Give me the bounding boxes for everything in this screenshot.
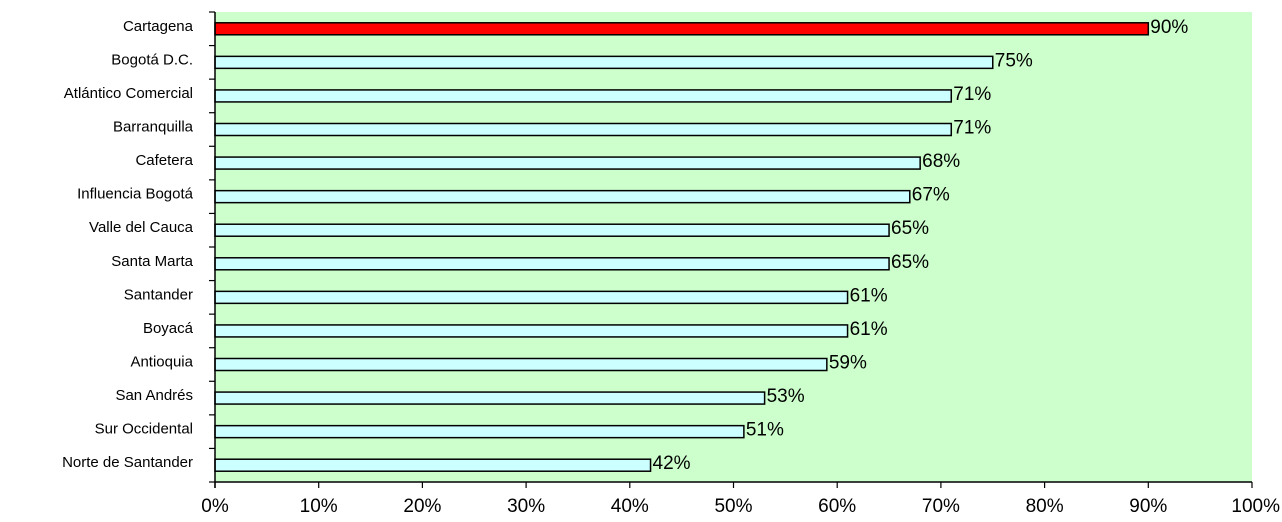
bar-4 (214, 156, 921, 170)
value-label: 68% (922, 151, 960, 172)
value-label: 51% (746, 420, 784, 441)
category-label: Influencia Bogotá (77, 186, 194, 203)
x-tick-label: 80% (1026, 496, 1064, 517)
axis-layer (209, 11, 1253, 488)
category-label: Bogotá D.C. (111, 51, 193, 68)
category-label: Sur Occidental (95, 421, 193, 438)
plot-area (215, 12, 1252, 482)
value-label: 71% (953, 118, 991, 139)
x-tick-label: 30% (507, 496, 545, 517)
x-tick-label: 90% (1129, 496, 1167, 517)
category-label: Antioquia (130, 353, 193, 370)
value-label: 53% (767, 386, 805, 407)
value-label: 59% (829, 353, 867, 374)
category-label: Norte de Santander (62, 454, 193, 471)
x-tick-label: 0% (201, 496, 229, 517)
bar-1 (214, 55, 994, 70)
value-label: 71% (953, 84, 991, 105)
value-label: 61% (850, 319, 888, 340)
bar-11 (214, 391, 766, 405)
category-label: Atlántico Comercial (64, 85, 193, 102)
bar-12 (214, 424, 745, 439)
value-label: 67% (912, 185, 950, 206)
x-tick-label: 10% (300, 496, 338, 517)
x-tick-labels: 0% 10% 20% 30% 40% 50% 60% 70% 80% 90% 100% (201, 496, 1280, 517)
bar-7 (214, 257, 890, 271)
x-tick-label: 60% (818, 496, 856, 517)
x-tick-label: 70% (922, 496, 960, 517)
value-label: 42% (653, 453, 691, 474)
value-label: 65% (891, 252, 929, 273)
x-tick-label: 100% (1231, 496, 1280, 517)
bar-10 (214, 357, 828, 372)
x-tick-label: 40% (611, 496, 649, 517)
bar-2 (214, 89, 953, 103)
category-label: San Andrés (115, 387, 193, 404)
bar-3 (214, 122, 953, 137)
category-label: Santa Marta (111, 253, 193, 270)
bar-0 (214, 22, 1150, 36)
value-label: 90% (1150, 17, 1188, 38)
category-labels: Cartagena Bogotá D.C. Atlántico Comercial B… (62, 18, 194, 471)
bar-8 (214, 290, 849, 305)
bar-13 (214, 458, 652, 472)
category-label: Santander (124, 286, 193, 303)
bar-6 (214, 223, 890, 237)
value-label: 61% (850, 285, 888, 306)
category-label: Cafetera (135, 152, 193, 169)
category-label: Barranquilla (113, 118, 194, 135)
value-labels: 90%75%71%71%68%67%65%65%61%61%59%53%51%4… (653, 17, 1189, 474)
bar-5 (214, 189, 911, 204)
x-tick-label: 20% (403, 496, 441, 517)
value-label: 75% (995, 50, 1033, 71)
bar-9 (214, 324, 849, 338)
category-label: Cartagena (123, 18, 194, 35)
value-label: 65% (891, 218, 929, 239)
x-tick-label: 50% (714, 496, 752, 517)
category-label: Valle del Cauca (89, 219, 194, 236)
category-label: Boyacá (143, 320, 194, 337)
